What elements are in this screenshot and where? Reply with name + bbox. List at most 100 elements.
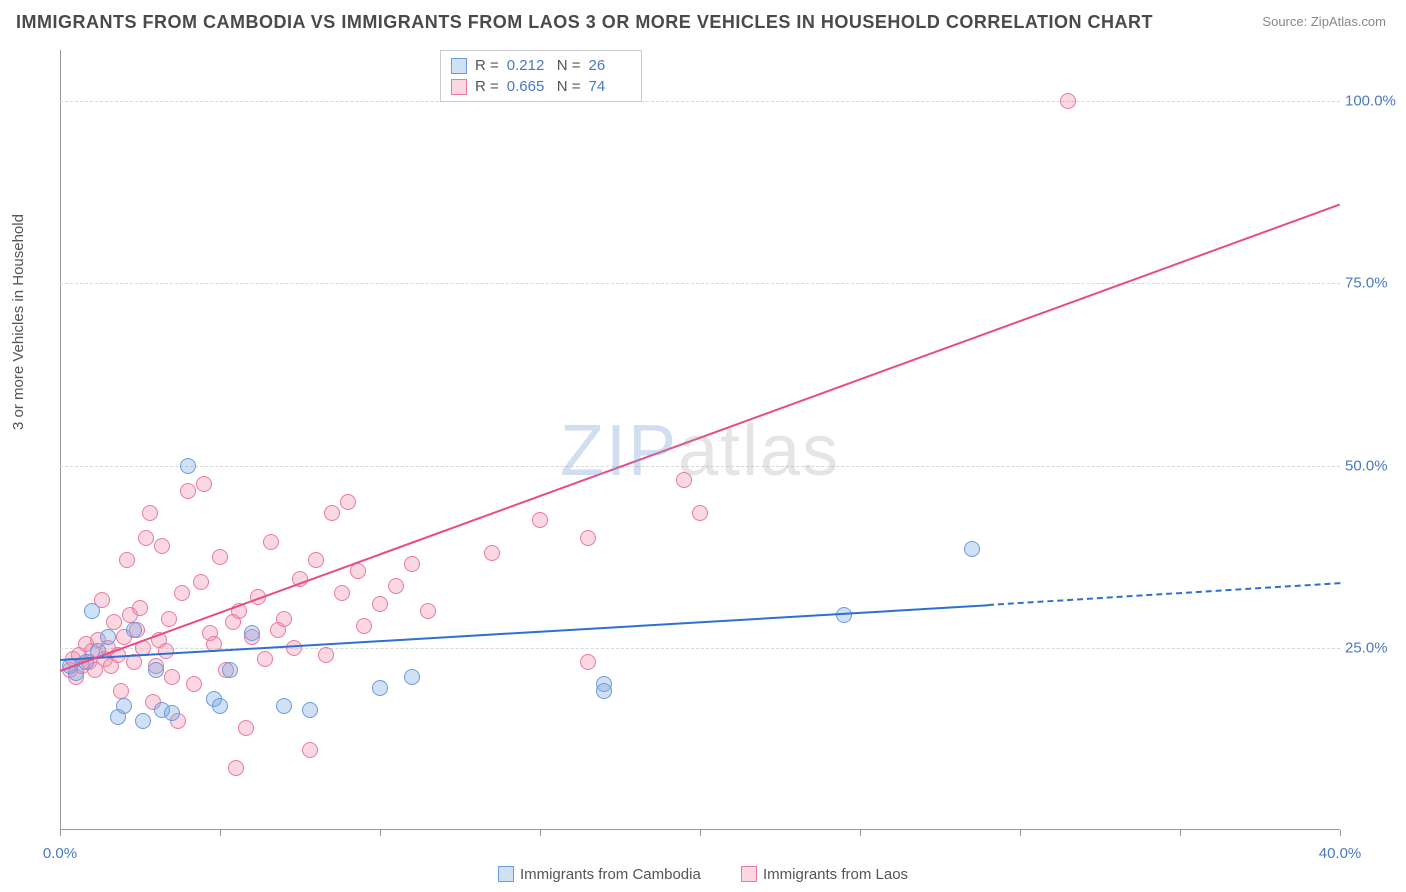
regression-line-laos [60, 203, 1341, 671]
r-label: R = [475, 76, 499, 97]
data-point-cambodia [212, 698, 228, 714]
swatch-cambodia [451, 58, 467, 74]
stats-row-cambodia: R = 0.212 N = 26 [451, 55, 631, 76]
regression-line-cambodia-extrapolated [988, 582, 1340, 606]
data-point-laos [692, 505, 708, 521]
data-point-cambodia [148, 662, 164, 678]
data-point-laos [334, 585, 350, 601]
regression-line-cambodia [60, 604, 988, 661]
gridline [60, 101, 1340, 102]
data-point-cambodia [126, 622, 142, 638]
r-value-laos: 0.665 [507, 76, 549, 97]
data-point-laos [1060, 93, 1076, 109]
data-point-laos [276, 611, 292, 627]
r-label: R = [475, 55, 499, 76]
data-point-laos [372, 596, 388, 612]
x-tick [1020, 830, 1021, 836]
data-point-laos [484, 545, 500, 561]
data-point-laos [154, 538, 170, 554]
r-value-cambodia: 0.212 [507, 55, 549, 76]
y-axis-label: 3 or more Vehicles in Household [10, 214, 27, 430]
data-point-cambodia [244, 625, 260, 641]
data-point-laos [308, 552, 324, 568]
data-point-laos [388, 578, 404, 594]
data-point-cambodia [135, 713, 151, 729]
data-point-cambodia [116, 698, 132, 714]
data-point-laos [318, 647, 334, 663]
y-axis-line [60, 50, 61, 830]
data-point-laos [286, 640, 302, 656]
x-tick [380, 830, 381, 836]
n-value-laos: 74 [589, 76, 631, 97]
stats-legend-box: R = 0.212 N = 26 R = 0.665 N = 74 [440, 50, 642, 102]
data-point-laos [193, 574, 209, 590]
data-point-cambodia [302, 702, 318, 718]
data-point-cambodia [180, 458, 196, 474]
n-label: N = [557, 55, 581, 76]
stats-row-laos: R = 0.665 N = 74 [451, 76, 631, 97]
data-point-cambodia [964, 541, 980, 557]
n-value-cambodia: 26 [589, 55, 631, 76]
data-point-laos [164, 669, 180, 685]
data-point-cambodia [222, 662, 238, 678]
data-point-laos [228, 760, 244, 776]
x-tick [1180, 830, 1181, 836]
data-point-laos [676, 472, 692, 488]
data-point-laos [302, 742, 318, 758]
source-label: Source: [1262, 14, 1307, 29]
data-point-laos [106, 614, 122, 630]
data-point-laos [180, 483, 196, 499]
x-tick-label: 0.0% [43, 845, 77, 862]
data-point-laos [580, 530, 596, 546]
legend-item-laos: Immigrants from Laos [741, 866, 908, 883]
y-tick-label: 75.0% [1345, 275, 1400, 292]
data-point-cambodia [596, 683, 612, 699]
data-point-laos [420, 603, 436, 619]
chart-title: IMMIGRANTS FROM CAMBODIA VS IMMIGRANTS F… [16, 12, 1153, 33]
gridline [60, 466, 1340, 467]
data-point-laos [174, 585, 190, 601]
data-point-laos [212, 549, 228, 565]
data-point-laos [324, 505, 340, 521]
source-attribution: Source: ZipAtlas.com [1262, 14, 1386, 29]
data-point-cambodia [100, 629, 116, 645]
data-point-laos [119, 552, 135, 568]
data-point-laos [356, 618, 372, 634]
chart-plot-area: 25.0%50.0%75.0%100.0%0.0%40.0% R = 0.212… [60, 50, 1340, 830]
data-point-laos [404, 556, 420, 572]
data-point-laos [580, 654, 596, 670]
x-tick [60, 830, 61, 836]
data-point-laos [196, 476, 212, 492]
y-tick-label: 100.0% [1345, 93, 1400, 110]
source-value: ZipAtlas.com [1311, 14, 1386, 29]
data-point-laos [340, 494, 356, 510]
data-point-cambodia [84, 603, 100, 619]
n-label: N = [557, 76, 581, 97]
x-tick-label: 40.0% [1319, 845, 1362, 862]
x-tick [1340, 830, 1341, 836]
data-point-laos [132, 600, 148, 616]
swatch-laos [741, 866, 757, 882]
data-point-laos [532, 512, 548, 528]
x-tick [860, 830, 861, 836]
legend-label-laos: Immigrants from Laos [763, 866, 908, 883]
bottom-legend: Immigrants from Cambodia Immigrants from… [0, 866, 1406, 887]
data-point-laos [238, 720, 254, 736]
swatch-cambodia [498, 866, 514, 882]
data-point-cambodia [276, 698, 292, 714]
x-tick [220, 830, 221, 836]
data-point-laos [186, 676, 202, 692]
data-point-laos [263, 534, 279, 550]
data-point-cambodia [164, 705, 180, 721]
y-tick-label: 25.0% [1345, 639, 1400, 656]
swatch-laos [451, 79, 467, 95]
x-tick [700, 830, 701, 836]
data-point-laos [113, 683, 129, 699]
legend-label-cambodia: Immigrants from Cambodia [520, 866, 701, 883]
data-point-laos [161, 611, 177, 627]
data-point-laos [142, 505, 158, 521]
x-tick [540, 830, 541, 836]
y-tick-label: 50.0% [1345, 457, 1400, 474]
data-point-laos [138, 530, 154, 546]
gridline [60, 283, 1340, 284]
